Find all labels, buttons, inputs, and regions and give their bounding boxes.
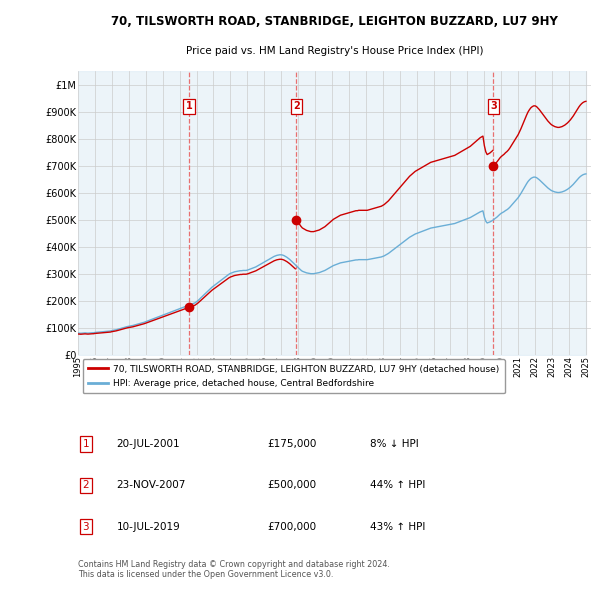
Text: 1: 1 bbox=[185, 101, 192, 112]
Text: 3: 3 bbox=[490, 101, 497, 112]
Legend: 70, TILSWORTH ROAD, STANBRIDGE, LEIGHTON BUZZARD, LU7 9HY (detached house), HPI:: 70, TILSWORTH ROAD, STANBRIDGE, LEIGHTON… bbox=[83, 359, 505, 394]
Text: £175,000: £175,000 bbox=[268, 439, 317, 449]
Text: 1: 1 bbox=[82, 439, 89, 449]
Text: £500,000: £500,000 bbox=[268, 480, 317, 490]
Text: 43% ↑ HPI: 43% ↑ HPI bbox=[370, 522, 426, 532]
Text: 2: 2 bbox=[293, 101, 300, 112]
Text: 8% ↓ HPI: 8% ↓ HPI bbox=[370, 439, 419, 449]
Text: 20-JUL-2001: 20-JUL-2001 bbox=[116, 439, 180, 449]
Text: 10-JUL-2019: 10-JUL-2019 bbox=[116, 522, 180, 532]
Text: 2: 2 bbox=[82, 480, 89, 490]
Text: Contains HM Land Registry data © Crown copyright and database right 2024.
This d: Contains HM Land Registry data © Crown c… bbox=[78, 560, 390, 579]
Text: 23-NOV-2007: 23-NOV-2007 bbox=[116, 480, 186, 490]
Text: Price paid vs. HM Land Registry's House Price Index (HPI): Price paid vs. HM Land Registry's House … bbox=[186, 46, 483, 56]
Text: £700,000: £700,000 bbox=[268, 522, 317, 532]
Text: 44% ↑ HPI: 44% ↑ HPI bbox=[370, 480, 426, 490]
Text: 3: 3 bbox=[82, 522, 89, 532]
Text: 70, TILSWORTH ROAD, STANBRIDGE, LEIGHTON BUZZARD, LU7 9HY: 70, TILSWORTH ROAD, STANBRIDGE, LEIGHTON… bbox=[111, 15, 558, 28]
